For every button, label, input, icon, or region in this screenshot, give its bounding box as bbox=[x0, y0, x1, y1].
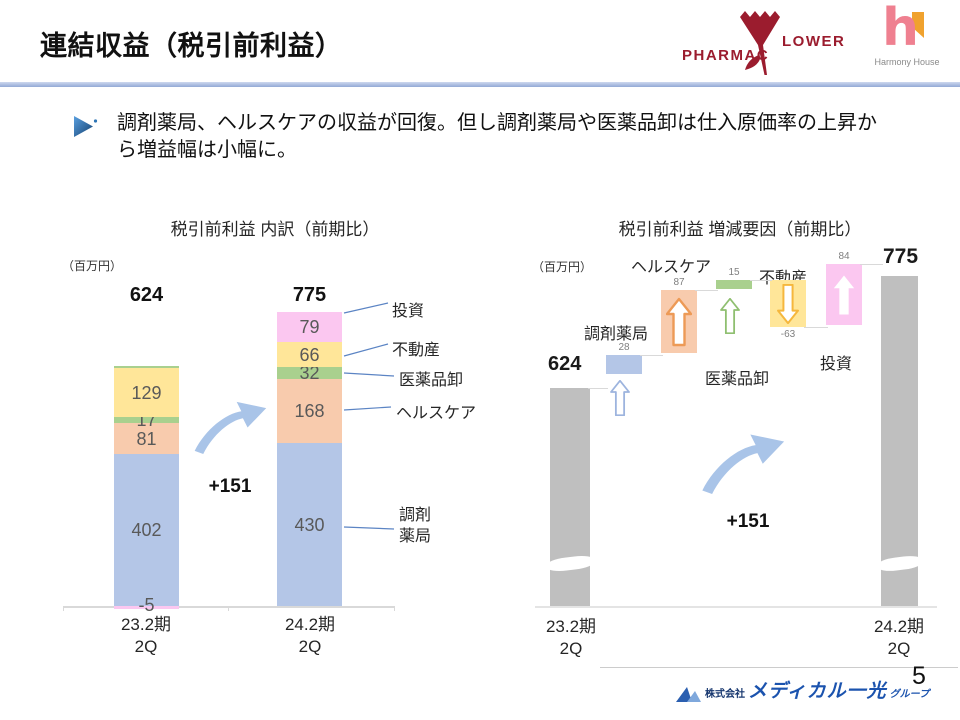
bar-segment-value: 81 bbox=[136, 428, 157, 449]
waterfall-step-value: 84 bbox=[838, 251, 850, 262]
bar-segment-投資 bbox=[114, 606, 179, 609]
waterfall-step-調剤薬局 bbox=[606, 355, 642, 374]
up-arrow-icon bbox=[720, 298, 740, 334]
growth-arrow-icon bbox=[194, 401, 267, 454]
right-start-total: 624 bbox=[548, 353, 582, 375]
left-chart-axis bbox=[63, 606, 395, 608]
bar-segment-ヘルスケア bbox=[114, 423, 179, 454]
label-healthcare: ヘルスケア bbox=[631, 259, 712, 276]
footer-divider bbox=[600, 667, 958, 668]
label-healthcare: ヘルスケア bbox=[396, 405, 477, 422]
label-wholesale: 医薬品卸 bbox=[705, 371, 770, 388]
harmony-house-logo: h bbox=[882, 0, 932, 58]
bar-segment-調剤薬局 bbox=[277, 443, 342, 606]
bar-segment-value: 32 bbox=[299, 363, 320, 383]
footer-company-suffix: グループ bbox=[889, 689, 930, 700]
label-invest: 投資 bbox=[820, 356, 853, 373]
waterfall-connector bbox=[750, 280, 772, 281]
axis-tick bbox=[394, 606, 395, 611]
pharmacy-logo-text-right: LOWER bbox=[782, 33, 846, 50]
waterfall-connector bbox=[804, 327, 828, 328]
page-title: 連結収益（税引前利益） bbox=[40, 31, 343, 61]
footer-company-prefix: 株式会社 bbox=[705, 689, 745, 700]
waterfall-base-bar bbox=[550, 388, 590, 606]
right-chart-axis bbox=[535, 606, 937, 608]
bar-segment-value: 129 bbox=[131, 382, 162, 403]
bar-segment-投資 bbox=[277, 312, 342, 342]
bullet-play-icon bbox=[74, 116, 98, 137]
up-arrow-icon bbox=[833, 275, 855, 315]
bar-segment-医薬品卸 bbox=[277, 367, 342, 379]
left-chart-unit: （百万円） bbox=[62, 259, 123, 273]
waterfall-step-医薬品卸 bbox=[716, 280, 752, 289]
right-end-total: 775 bbox=[883, 245, 919, 268]
sail-icon bbox=[676, 687, 701, 702]
label-estate: 不動産 bbox=[392, 342, 441, 359]
harmony-h-icon: h bbox=[882, 0, 920, 58]
bar-segment-value: -5 bbox=[138, 595, 155, 615]
right-xlabel-23: 23.2期 2Q bbox=[545, 617, 597, 658]
waterfall-connector bbox=[860, 264, 883, 265]
up-arrow-icon bbox=[610, 380, 630, 416]
axis-tick bbox=[63, 606, 64, 611]
label-invest: 投資 bbox=[392, 303, 425, 320]
harmony-house-caption: Harmony House bbox=[874, 57, 940, 67]
pharmacy-logo-text-left: PHARMAC bbox=[682, 47, 770, 64]
left-total-24: 775 bbox=[292, 284, 327, 306]
up-arrow-icon bbox=[666, 297, 692, 347]
right-chart-unit: （百万円） bbox=[532, 260, 593, 274]
bar-segment-医薬品卸 bbox=[114, 417, 179, 423]
left-delta-label: +151 bbox=[208, 476, 252, 497]
waterfall-step-value: -63 bbox=[780, 329, 796, 340]
left-total-23: 624 bbox=[129, 284, 164, 306]
footer-company-name: メディカル一光 bbox=[748, 681, 887, 702]
axis-tick bbox=[228, 606, 229, 611]
header-divider bbox=[0, 82, 960, 87]
bar-segment-不動産 bbox=[277, 342, 342, 367]
right-delta-label: +151 bbox=[726, 511, 770, 532]
bar-segment-調剤薬局 bbox=[114, 454, 179, 606]
left-chart-title: 税引前利益 内訳（前期比） bbox=[170, 220, 380, 239]
bullet-text: 調剤薬局、ヘルスケアの収益が回復。但し調剤薬局や医薬品卸は仕入原価率の上昇から増… bbox=[117, 112, 877, 161]
bar-segment-value: 66 bbox=[299, 344, 320, 365]
waterfall-step-value: 87 bbox=[673, 277, 685, 288]
waterfall-step-value: 15 bbox=[728, 267, 740, 278]
bar-segment-ヘルスケア bbox=[277, 379, 342, 443]
right-chart-title: 税引前利益 増減要因（前期比） bbox=[618, 220, 862, 239]
label-wholesale: 医薬品卸 bbox=[399, 372, 464, 389]
bar-segment-不動産 bbox=[114, 368, 179, 417]
bar-segment-value: 79 bbox=[299, 317, 320, 337]
medical-ikko-logo: 株式会社 メディカル一光 グループ bbox=[676, 676, 929, 703]
flower-icon bbox=[740, 11, 780, 75]
waterfall-connector bbox=[640, 355, 663, 356]
waterfall-connector bbox=[588, 388, 608, 389]
bar-segment-value: 430 bbox=[294, 514, 325, 535]
down-arrow-icon bbox=[777, 284, 799, 324]
waterfall-connector bbox=[695, 290, 718, 291]
label-pharmacy: 調剤薬局 bbox=[399, 507, 432, 545]
growth-arrow-icon bbox=[702, 434, 785, 494]
left-xlabel-23: 23.2期 2Q bbox=[120, 615, 172, 656]
callout-lines bbox=[343, 302, 395, 530]
left-xlabel-24: 24.2期 2Q bbox=[284, 615, 336, 656]
right-xlabel-24: 24.2期 2Q bbox=[873, 617, 925, 658]
bar-segment-value: 402 bbox=[131, 520, 162, 540]
bar-segment-value: 168 bbox=[294, 401, 325, 421]
label-pharmacy: 調剤薬局 bbox=[584, 326, 649, 343]
waterfall-base-bar bbox=[881, 276, 918, 606]
page-number: 5 bbox=[912, 662, 926, 690]
waterfall-step-value: 28 bbox=[618, 342, 630, 353]
bar-top-strip bbox=[114, 366, 179, 368]
